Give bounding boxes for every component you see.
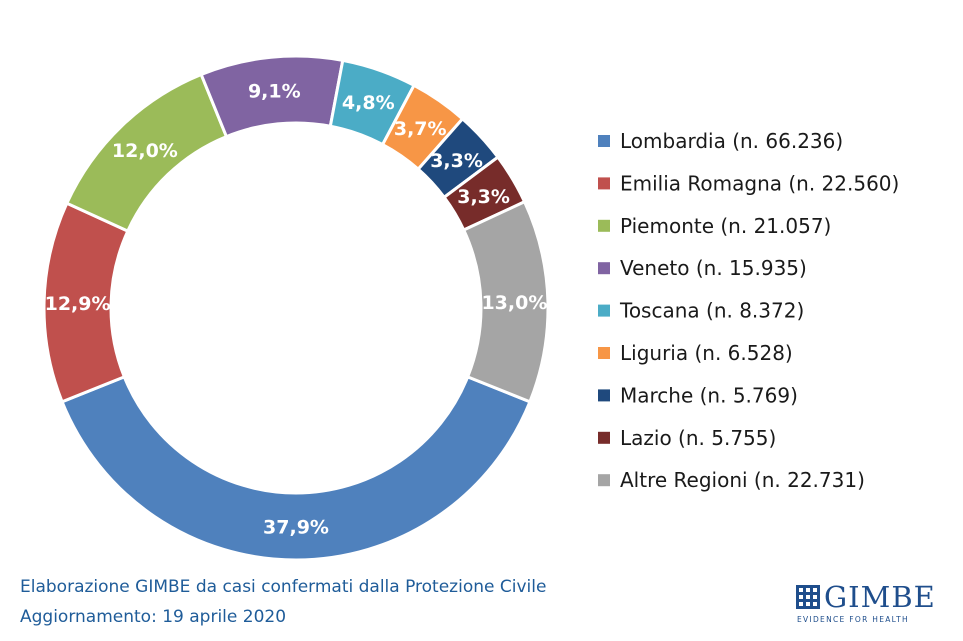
legend-label-2: Piemonte (n. 21.057): [620, 214, 831, 238]
slice-label-6: 3,3%: [430, 150, 483, 172]
legend-label-7: Lazio (n. 5.755): [620, 426, 776, 450]
gimbe-logo-tagline: EVIDENCE FOR HEALTH: [797, 615, 909, 624]
legend-swatch-3: [598, 262, 610, 275]
legend-swatch-6: [598, 389, 610, 402]
slice-label-3: 9,1%: [248, 81, 301, 103]
legend-label-6: Marche (n. 5.769): [620, 383, 798, 407]
legend-swatch-2: [598, 219, 610, 232]
legend-label-1: Emilia Romagna (n. 22.560): [620, 171, 899, 195]
footer-source: Elaborazione GIMBE da casi confermati da…: [20, 577, 547, 597]
legend-label-5: Liguria (n. 6.528): [620, 341, 793, 365]
slice-labels: 37,9% 12,9% 12,0% 9,1% 4,8% 3,7% 3,3% 3,3% 13,0%: [45, 81, 548, 539]
legend: Lombardia (n. 66.236) Emilia Romagna (n. …: [598, 129, 899, 492]
legend-swatch-1: [598, 177, 610, 190]
slice-label-1: 12,9%: [45, 293, 111, 315]
gimbe-logo: GIMBE EVIDENCE FOR HEALTH: [796, 580, 946, 627]
footer-update-date: Aggiornamento: 19 aprile 2020: [20, 607, 287, 627]
gimbe-logo-name: GIMBE: [824, 580, 936, 614]
legend-label-8: Altre Regioni (n. 22.731): [620, 468, 865, 492]
slice-0: [60, 374, 532, 562]
slice-label-7: 3,3%: [457, 186, 510, 208]
legend-swatch-8: [598, 474, 610, 487]
legend-swatch-5: [598, 347, 610, 359]
legend-label-3: Veneto (n. 15.935): [620, 256, 807, 280]
slice-label-2: 12,0%: [112, 140, 178, 162]
legend-swatch-0: [598, 135, 610, 147]
legend-label-0: Lombardia (n. 66.236): [620, 129, 843, 153]
donut-slices: [42, 54, 550, 562]
legend-label-4: Toscana (n. 8.372): [619, 299, 804, 323]
gimbe-logo-mark-icon: [796, 585, 820, 609]
legend-swatch-4: [598, 304, 610, 317]
legend-swatch-7: [598, 431, 610, 444]
slice-label-4: 4,8%: [342, 92, 395, 114]
slice-label-0: 37,9%: [263, 517, 329, 539]
slice-8: [461, 199, 550, 404]
slice-label-8: 13,0%: [481, 292, 547, 314]
slice-label-5: 3,7%: [394, 118, 447, 140]
